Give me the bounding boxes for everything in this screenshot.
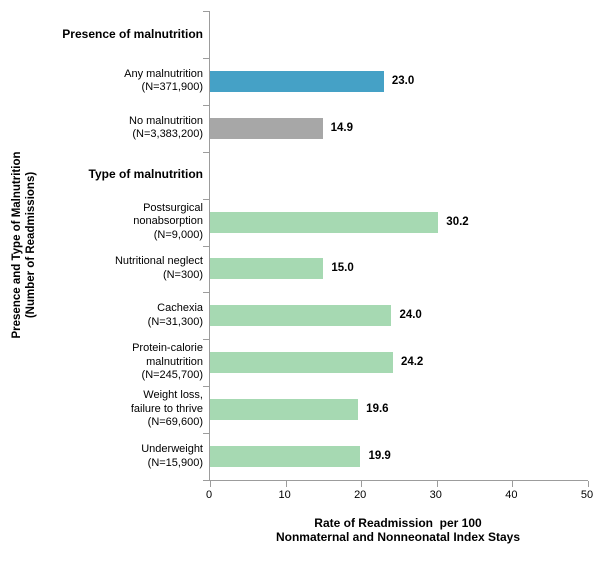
category-label-no-malnutrition: No malnutrition (N=3,383,200) [129, 114, 203, 141]
bar-value-label-protein-calorie-malnutrition: 24.2 [400, 356, 424, 369]
bar-weight-loss-failure-to-thrive [210, 399, 359, 421]
bar-band-underweight: 19.9 [210, 433, 588, 480]
category-label-underweight: Underweight (N=15,900) [141, 443, 203, 469]
x-axis-tick [285, 481, 287, 487]
category-label-postsurgical-nonabsorption: Postsurgical nonabsorption (N=9,000) [133, 201, 203, 241]
y-axis-tick [203, 57, 209, 59]
x-tick-labels: 0 10 20 30 40 50 [205, 489, 593, 503]
x-axis-tick [512, 481, 514, 487]
bar-underweight [210, 446, 361, 468]
bar-value-label-postsurgical-nonabsorption: 30.2 [446, 215, 469, 228]
x-axis-tick [361, 481, 363, 487]
x-tick-label: 10 [278, 489, 291, 501]
group-header-type-of-malnutrition: Type of malnutrition [88, 167, 203, 182]
x-tick-label: 20 [354, 489, 367, 501]
bar-no-malnutrition [210, 117, 323, 139]
bar-value-label-cachexia: 24.0 [399, 309, 422, 322]
category-label-any-malnutrition: Any malnutrition (N=371,900) [124, 67, 203, 94]
bar-protein-calorie-malnutrition [210, 352, 393, 374]
bar-value-label-underweight: 19.9 [368, 450, 391, 463]
bar-band-postsurgical-nonabsorption: 30.2 [210, 199, 588, 246]
x-axis-title: Rate of Readmission per 100 Nonmaternal … [275, 516, 521, 544]
x-axis-tick [436, 481, 438, 487]
bar-value-label-weight-loss-failure-to-thrive: 19.6 [366, 403, 389, 416]
x-tick-label: 30 [429, 489, 442, 501]
bar-value-label-any-malnutrition: 23.0 [391, 74, 415, 87]
bar-band-protein-calorie-malnutrition: 24.2 [210, 339, 588, 386]
category-label-weight-loss-failure-to-thrive: Weight loss, failure to thrive (N=69,600… [130, 389, 203, 429]
x-tick-label: 50 [580, 489, 594, 501]
category-label-cachexia: Cachexia (N=31,300) [147, 302, 203, 328]
bar-any-malnutrition [210, 70, 384, 92]
bar-band-no-malnutrition: 14.9 [210, 105, 588, 152]
category-label-nutritional-neglect: Nutritional neglect (N=300) [114, 255, 203, 281]
x-tick-label: 40 [505, 489, 518, 501]
bar-band-weight-loss-failure-to-thrive: 19.6 [210, 386, 588, 433]
y-axis-tick [203, 151, 209, 153]
bar-band-nutritional-neglect: 15.0 [210, 246, 588, 293]
bar-value-label-nutritional-neglect: 15.0 [331, 262, 354, 275]
category-labels-column: Presence of malnutrition Any malnutritio… [0, 11, 203, 480]
y-axis-tick [203, 433, 209, 435]
y-axis-tick [203, 292, 209, 294]
bar-cachexia [210, 305, 392, 327]
bar-postsurgical-nonabsorption [210, 211, 439, 233]
x-tick-label: 0 [205, 489, 213, 501]
y-axis-tick [203, 198, 209, 200]
x-axis-tick [588, 481, 589, 487]
x-axis-tick [210, 481, 211, 487]
y-axis-tick [203, 11, 209, 12]
bar-value-label-no-malnutrition: 14.9 [330, 121, 354, 134]
group-header-presence-of-malnutrition: Presence of malnutrition [62, 26, 203, 41]
y-axis-tick [203, 339, 209, 341]
y-axis-tick [203, 245, 209, 247]
category-label-protein-calorie-malnutrition: Protein-calorie malnutrition (N=245,700) [132, 342, 203, 382]
y-axis-tick [203, 480, 209, 481]
bar-band-any-malnutrition: 23.0 [210, 58, 588, 105]
y-axis-tick [203, 104, 209, 106]
y-axis-tick [203, 386, 209, 388]
bar-band-cachexia: 24.0 [210, 292, 588, 339]
plot-area: 23.0 14.9 30.2 15.0 24.0 24.2 19.6 19.9 [203, 11, 589, 487]
bar-nutritional-neglect [210, 258, 324, 280]
